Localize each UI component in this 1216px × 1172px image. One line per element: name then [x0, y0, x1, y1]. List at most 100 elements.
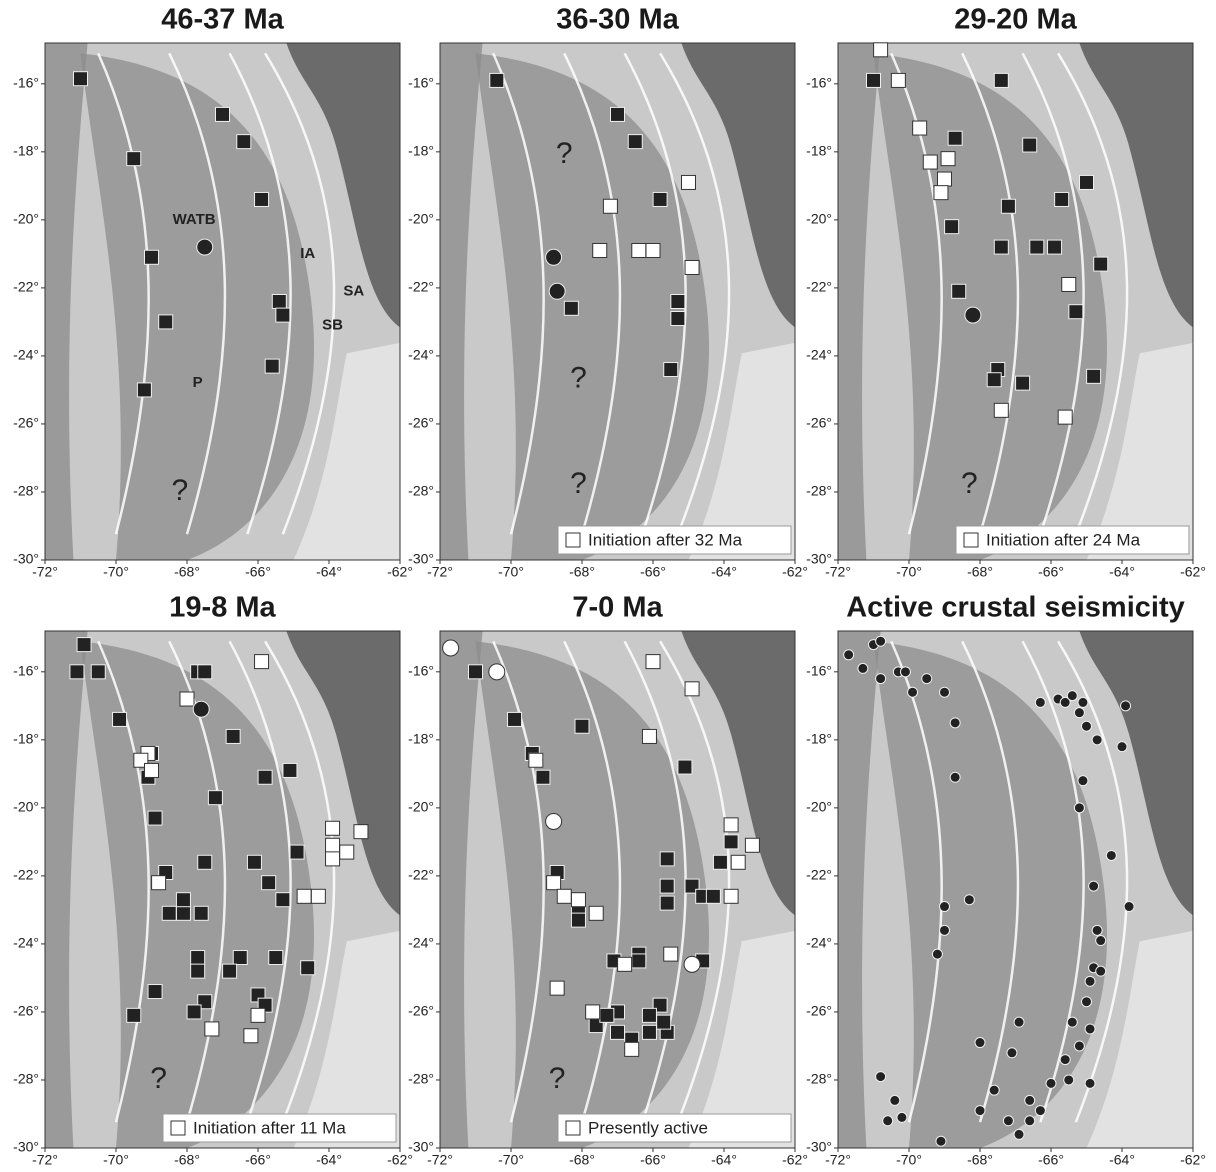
- panel-title: 7-0 Ma: [572, 592, 663, 624]
- circle-marker: [1074, 708, 1084, 718]
- square-marker: [536, 770, 550, 784]
- x-tick-label: -70°: [498, 1152, 524, 1168]
- circle-marker: [1067, 691, 1077, 701]
- square-marker: [550, 981, 564, 995]
- legend: Initiation after 11 Ma: [163, 1114, 396, 1142]
- square-marker: [159, 315, 173, 329]
- square-marker: [233, 951, 247, 965]
- map-area: [838, 631, 1193, 1148]
- x-tick-label: -72°: [825, 1152, 851, 1168]
- legend: Initiation after 24 Ma: [956, 526, 1189, 554]
- y-tick-label: -26°: [13, 1003, 39, 1019]
- square-marker: [529, 753, 543, 767]
- circle-marker: [1025, 1116, 1035, 1126]
- square-marker: [1048, 240, 1062, 254]
- y-tick-label: -16°: [13, 75, 39, 91]
- square-marker: [290, 845, 304, 859]
- square-marker: [265, 359, 279, 373]
- y-tick-label: -28°: [408, 1071, 434, 1087]
- x-tick-label: -66°: [1038, 564, 1064, 580]
- y-tick-label: -26°: [13, 415, 39, 431]
- map-panel: 7-0 Ma?-16°-18°-20°-22°-24°-26°-28°-30°-…: [408, 592, 808, 1168]
- circle-marker: [900, 667, 910, 677]
- square-marker: [74, 72, 88, 86]
- square-marker: [191, 964, 205, 978]
- panel-title: 19-8 Ma: [169, 592, 276, 624]
- square-marker: [127, 152, 141, 166]
- y-tick-label: -24°: [13, 347, 39, 363]
- circle-marker: [1096, 966, 1106, 976]
- circle-marker: [922, 674, 932, 684]
- x-tick-label: -72°: [825, 564, 851, 580]
- x-tick-label: -66°: [245, 1152, 271, 1168]
- map-label: ?: [570, 467, 587, 500]
- square-marker: [508, 712, 522, 726]
- square-marker: [941, 152, 955, 166]
- circle-marker: [684, 956, 700, 972]
- circle-marker: [1067, 1017, 1077, 1027]
- map-label: P: [193, 374, 203, 391]
- square-marker: [994, 73, 1008, 87]
- square-marker: [326, 838, 340, 852]
- legend-text: Initiation after 24 Ma: [986, 530, 1141, 549]
- square-marker: [205, 1022, 219, 1036]
- y-tick-label: -16°: [13, 663, 39, 679]
- square-marker: [180, 692, 194, 706]
- y-tick-label: -28°: [13, 1071, 39, 1087]
- square-marker: [745, 838, 759, 852]
- circle-marker: [964, 895, 974, 905]
- y-tick-label: -24°: [408, 935, 434, 951]
- square-marker: [216, 107, 230, 121]
- square-marker: [1087, 369, 1101, 383]
- x-tick-label: -68°: [569, 1152, 595, 1168]
- circle-marker: [883, 1116, 893, 1126]
- square-marker: [628, 135, 642, 149]
- circle-marker: [443, 640, 459, 656]
- square-marker: [611, 1025, 625, 1039]
- legend-swatch: [171, 1121, 185, 1135]
- y-tick-label: -16°: [806, 75, 832, 91]
- square-marker: [706, 889, 720, 903]
- circle-marker: [1060, 1055, 1070, 1065]
- x-tick-label: -68°: [174, 1152, 200, 1168]
- square-marker: [354, 825, 368, 839]
- square-marker: [660, 879, 674, 893]
- square-marker: [948, 131, 962, 145]
- square-marker: [283, 763, 297, 777]
- square-marker: [276, 308, 290, 322]
- circle-marker: [1096, 936, 1106, 946]
- square-marker: [867, 73, 881, 87]
- map-label: ?: [556, 137, 573, 170]
- square-marker: [642, 1025, 656, 1039]
- square-marker: [251, 1008, 265, 1022]
- circle-marker: [1124, 902, 1134, 912]
- square-marker: [600, 1008, 614, 1022]
- circle-marker: [1078, 776, 1088, 786]
- circle-marker: [1089, 881, 1099, 891]
- x-tick-label: -72°: [32, 564, 58, 580]
- circle-marker: [965, 307, 981, 323]
- circle-marker: [546, 249, 562, 265]
- circle-marker: [950, 718, 960, 728]
- circle-marker: [844, 650, 854, 660]
- circle-marker: [1035, 1106, 1045, 1116]
- square-marker: [685, 260, 699, 274]
- legend-swatch: [566, 1121, 580, 1135]
- square-marker: [934, 186, 948, 200]
- square-marker: [671, 295, 685, 309]
- square-marker: [91, 665, 105, 679]
- x-tick-label: -66°: [245, 564, 271, 580]
- map-panel: 19-8 Ma?-16°-18°-20°-22°-24°-26°-28°-30°…: [13, 592, 413, 1168]
- square-marker: [611, 107, 625, 121]
- square-marker: [1069, 305, 1083, 319]
- y-tick-label: -24°: [806, 935, 832, 951]
- square-marker: [994, 403, 1008, 417]
- square-marker: [194, 906, 208, 920]
- square-marker: [987, 373, 1001, 387]
- square-marker: [874, 43, 888, 57]
- square-marker: [208, 791, 222, 805]
- square-marker: [137, 383, 151, 397]
- square-marker: [625, 1042, 639, 1056]
- square-marker: [297, 889, 311, 903]
- circle-marker: [1007, 1048, 1017, 1058]
